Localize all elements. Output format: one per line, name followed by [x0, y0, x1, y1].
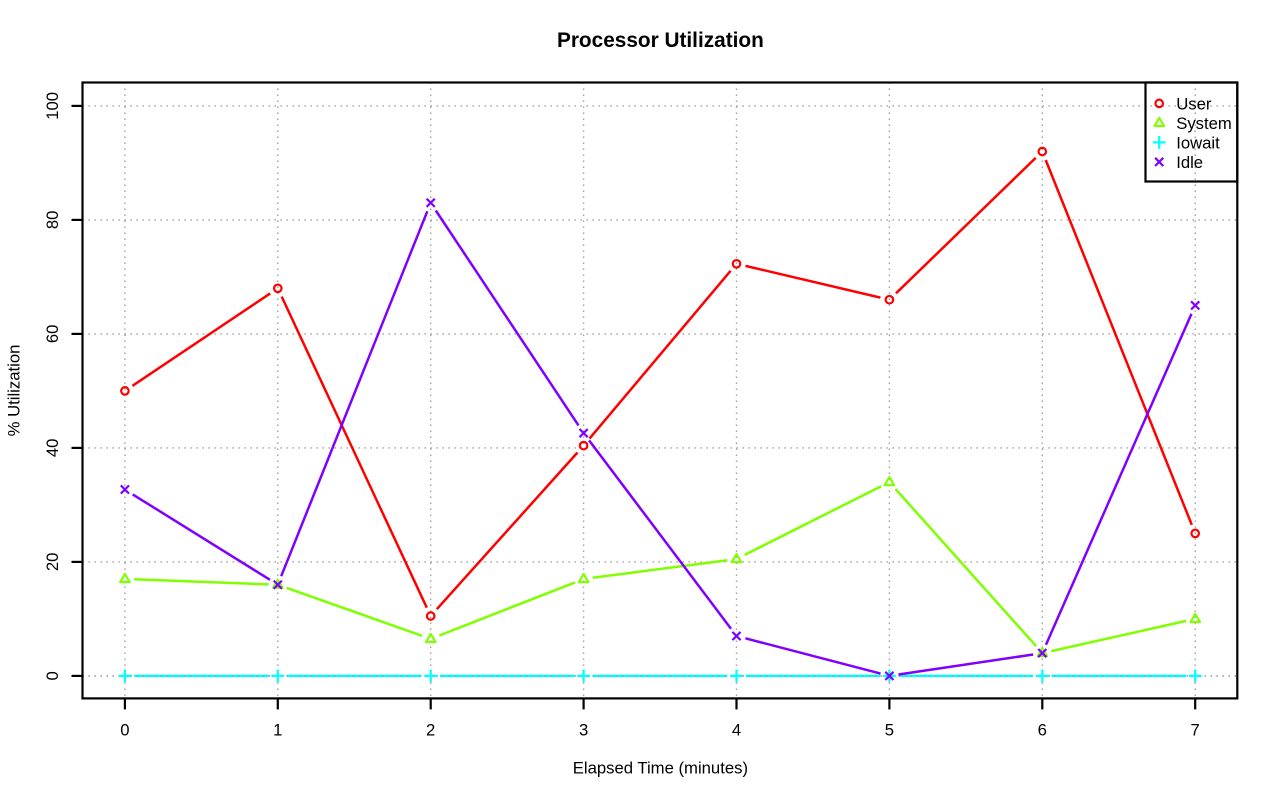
svg-text:1: 1 — [273, 720, 282, 739]
svg-text:80: 80 — [43, 211, 62, 230]
svg-text:5: 5 — [885, 720, 894, 739]
svg-text:60: 60 — [43, 325, 62, 344]
svg-text:Processor Utilization: Processor Utilization — [557, 29, 764, 52]
svg-text:4: 4 — [732, 720, 741, 739]
svg-text:0: 0 — [43, 671, 62, 680]
svg-text:Elapsed Time (minutes): Elapsed Time (minutes) — [573, 759, 748, 778]
svg-text:Iowait: Iowait — [1176, 133, 1220, 152]
svg-text:20: 20 — [43, 553, 62, 572]
svg-text:100: 100 — [43, 92, 62, 120]
svg-text:User: User — [1176, 94, 1212, 113]
svg-text:2: 2 — [426, 720, 435, 739]
svg-text:% Utilization: % Utilization — [5, 345, 24, 437]
svg-text:System: System — [1176, 114, 1232, 133]
svg-text:6: 6 — [1038, 720, 1047, 739]
svg-text:7: 7 — [1191, 720, 1200, 739]
svg-text:0: 0 — [120, 720, 129, 739]
svg-text:3: 3 — [579, 720, 588, 739]
svg-text:Idle: Idle — [1176, 153, 1203, 172]
svg-text:40: 40 — [43, 439, 62, 458]
